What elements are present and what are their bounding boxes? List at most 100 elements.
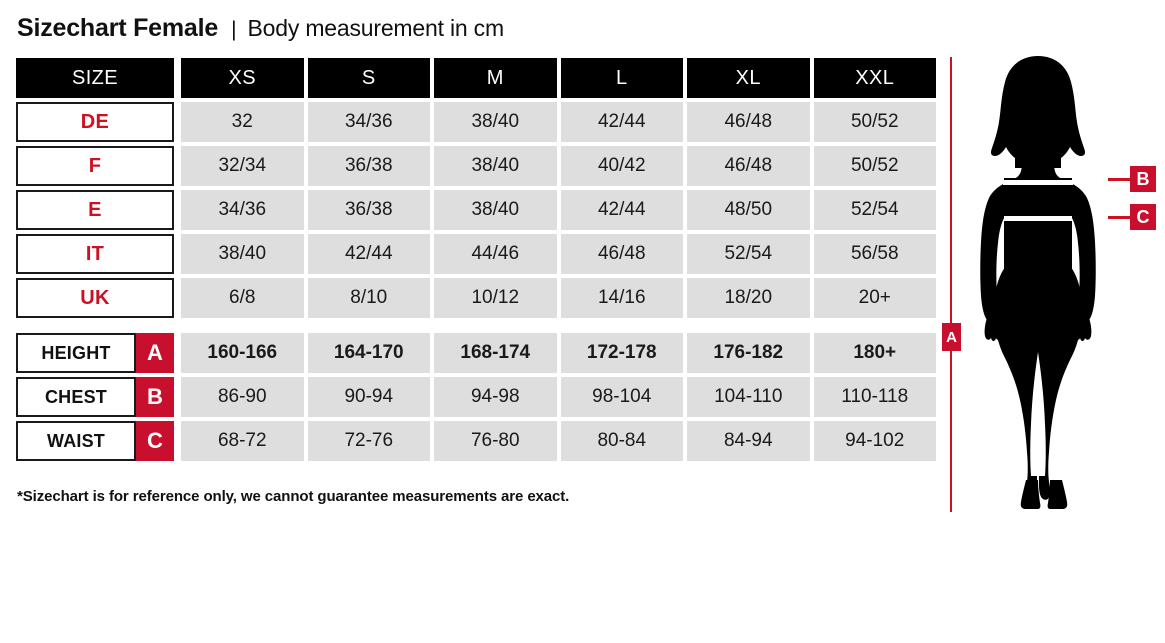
cell-f-l: 40/42 xyxy=(560,146,683,186)
cell-it-s: 42/44 xyxy=(307,234,430,274)
cell-waist-m: 76-80 xyxy=(434,421,557,461)
cell-e-m: 38/40 xyxy=(434,190,557,230)
row-cells-it: 38/40 42/44 44/46 46/48 52/54 56/58 xyxy=(181,234,936,274)
measurement-label-waist: WAIST xyxy=(16,421,136,461)
cell-e-xs: 34/36 xyxy=(181,190,304,230)
cell-e-xl: 48/50 xyxy=(687,190,810,230)
cell-uk-s: 8/10 xyxy=(307,278,430,318)
table-row: HEIGHT A 160-166 164-170 168-174 172-178… xyxy=(16,333,936,373)
row-cells-waist: 68-72 72-76 76-80 80-84 84-94 94-102 xyxy=(181,421,936,461)
header-size-cells: XS S M L XL XXL xyxy=(181,58,936,98)
cell-it-xxl: 56/58 xyxy=(813,234,936,274)
waist-measure-band xyxy=(1004,216,1072,221)
sizechart-table: SIZE XS S M L XL XXL DE 32 34/36 38/40 4… xyxy=(16,58,936,461)
row-label-col-de: DE xyxy=(16,102,174,142)
size-header-xxl: XXL xyxy=(813,58,936,98)
cell-de-xs: 32 xyxy=(181,102,304,142)
measurement-badge-a: A xyxy=(136,333,174,373)
female-silhouette-icon xyxy=(980,56,1096,509)
title-separator: | xyxy=(231,18,237,41)
cell-de-m: 38/40 xyxy=(434,102,557,142)
page-title-main: Sizechart Female xyxy=(17,14,219,42)
cell-waist-xxl: 94-102 xyxy=(813,421,936,461)
cell-uk-xs: 6/8 xyxy=(181,278,304,318)
header-size-label: SIZE xyxy=(16,58,174,98)
figure-marker-waist: C xyxy=(1108,204,1156,230)
row-label-col-height: HEIGHT A xyxy=(16,333,174,373)
cell-height-l: 172-178 xyxy=(560,333,683,373)
table-row: WAIST C 68-72 72-76 76-80 80-84 84-94 94… xyxy=(16,421,936,461)
cell-uk-m: 10/12 xyxy=(434,278,557,318)
cell-de-s: 34/36 xyxy=(307,102,430,142)
figure-badge-a: A xyxy=(942,323,961,351)
cell-chest-xl: 104-110 xyxy=(687,377,810,417)
page-title: Sizechart Female | Body measurement in c… xyxy=(17,14,504,43)
cell-f-xs: 32/34 xyxy=(181,146,304,186)
waist-leader-line xyxy=(1108,215,1130,219)
cell-f-s: 36/38 xyxy=(307,146,430,186)
table-row: E 34/36 36/38 38/40 42/44 48/50 52/54 xyxy=(16,190,936,230)
cell-chest-xxl: 110-118 xyxy=(813,377,936,417)
size-header-xl: XL xyxy=(687,58,810,98)
cell-it-xs: 38/40 xyxy=(181,234,304,274)
table-row: CHEST B 86-90 90-94 94-98 98-104 104-110… xyxy=(16,377,936,417)
cell-height-xl: 176-182 xyxy=(687,333,810,373)
height-reference-line xyxy=(950,57,952,512)
table-row: IT 38/40 42/44 44/46 46/48 52/54 56/58 xyxy=(16,234,936,274)
cell-chest-m: 94-98 xyxy=(434,377,557,417)
cell-f-xxl: 50/52 xyxy=(813,146,936,186)
cell-chest-s: 90-94 xyxy=(307,377,430,417)
cell-it-m: 44/46 xyxy=(434,234,557,274)
country-label-uk: UK xyxy=(16,278,174,318)
cell-de-xxl: 50/52 xyxy=(813,102,936,142)
row-label-col-it: IT xyxy=(16,234,174,274)
body-figure-panel: A B C xyxy=(940,52,1165,522)
cell-it-l: 46/48 xyxy=(560,234,683,274)
figure-badge-c: C xyxy=(1130,204,1156,230)
figure-marker-chest: B xyxy=(1108,166,1156,192)
table-row: DE 32 34/36 38/40 42/44 46/48 50/52 xyxy=(16,102,936,142)
measurement-label-height: HEIGHT xyxy=(16,333,136,373)
cell-it-xl: 52/54 xyxy=(687,234,810,274)
chest-leader-line xyxy=(1108,177,1130,181)
header-label-col: SIZE xyxy=(16,58,174,98)
cell-f-xl: 46/48 xyxy=(687,146,810,186)
row-label-col-waist: WAIST C xyxy=(16,421,174,461)
cell-uk-xxl: 20+ xyxy=(813,278,936,318)
row-label-col-chest: CHEST B xyxy=(16,377,174,417)
cell-uk-xl: 18/20 xyxy=(687,278,810,318)
row-label-col-e: E xyxy=(16,190,174,230)
cell-chest-l: 98-104 xyxy=(560,377,683,417)
cell-de-xl: 46/48 xyxy=(687,102,810,142)
measurement-badge-c: C xyxy=(136,421,174,461)
cell-height-m: 168-174 xyxy=(434,333,557,373)
size-header-l: L xyxy=(560,58,683,98)
cell-e-xxl: 52/54 xyxy=(813,190,936,230)
row-cells-uk: 6/8 8/10 10/12 14/16 18/20 20+ xyxy=(181,278,936,318)
cell-waist-xs: 68-72 xyxy=(181,421,304,461)
cell-height-xs: 160-166 xyxy=(181,333,304,373)
table-row: UK 6/8 8/10 10/12 14/16 18/20 20+ xyxy=(16,278,936,318)
row-cells-chest: 86-90 90-94 94-98 98-104 104-110 110-118 xyxy=(181,377,936,417)
footnote-text: *Sizechart is for reference only, we can… xyxy=(17,488,570,505)
cell-height-xxl: 180+ xyxy=(813,333,936,373)
cell-waist-xl: 84-94 xyxy=(687,421,810,461)
cell-e-s: 36/38 xyxy=(307,190,430,230)
measurement-label-chest: CHEST xyxy=(16,377,136,417)
size-header-s: S xyxy=(307,58,430,98)
country-label-de: DE xyxy=(16,102,174,142)
row-cells-height: 160-166 164-170 168-174 172-178 176-182 … xyxy=(181,333,936,373)
cell-waist-s: 72-76 xyxy=(307,421,430,461)
figure-badge-b: B xyxy=(1130,166,1156,192)
row-cells-e: 34/36 36/38 38/40 42/44 48/50 52/54 xyxy=(181,190,936,230)
cell-chest-xs: 86-90 xyxy=(181,377,304,417)
chest-measure-band xyxy=(1003,180,1073,185)
row-label-col-uk: UK xyxy=(16,278,174,318)
row-cells-de: 32 34/36 38/40 42/44 46/48 50/52 xyxy=(181,102,936,142)
cell-uk-l: 14/16 xyxy=(560,278,683,318)
cell-f-m: 38/40 xyxy=(434,146,557,186)
table-row: F 32/34 36/38 38/40 40/42 46/48 50/52 xyxy=(16,146,936,186)
country-label-it: IT xyxy=(16,234,174,274)
country-label-f: F xyxy=(16,146,174,186)
country-label-e: E xyxy=(16,190,174,230)
